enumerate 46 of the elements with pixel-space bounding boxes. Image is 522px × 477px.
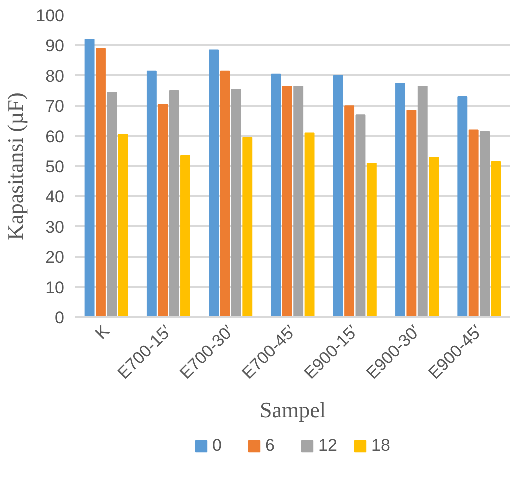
bar [84,39,95,318]
x-axis-title: Sampel [260,398,326,423]
legend-label: 18 [372,436,392,456]
bar [480,131,490,318]
y-tick-label: 40 [46,188,65,207]
bar [468,130,479,318]
y-tick-label: 80 [46,66,65,86]
y-tick-label: 30 [46,218,65,237]
bar [96,48,106,318]
bar [242,137,253,318]
y-tick-label: 20 [46,248,65,268]
bar [282,86,292,318]
bar [366,162,377,318]
y-tick-label: 0 [55,308,65,328]
bar [158,104,168,318]
x-tick-label: K [92,321,114,344]
bar [220,70,230,318]
y-tick-label: 70 [46,97,65,116]
y-tick-label: 100 [36,6,65,26]
bar [429,156,440,318]
bar [146,70,157,318]
y-tick-label: 10 [46,278,65,298]
y-tick-label: 90 [46,36,65,56]
bar [491,161,502,318]
bar [118,134,128,318]
bar [180,155,190,318]
bar [333,75,344,318]
bar [169,90,180,318]
legend-label: 6 [266,436,276,456]
y-axis-title: Kapasitansi (µF) [3,92,28,240]
bar [107,92,118,318]
bar [418,86,428,318]
bar [294,86,304,318]
bar [344,106,355,318]
legend-label: 0 [212,436,223,456]
bar [231,88,242,318]
bar [271,74,282,318]
bar [406,110,417,318]
bar [356,114,366,318]
bar [304,132,315,318]
bar [209,50,220,318]
bar [396,82,406,318]
y-tick-label: 60 [46,127,65,146]
legend-label: 12 [318,436,338,456]
y-tick-label: 50 [46,158,65,176]
bar [458,96,468,318]
